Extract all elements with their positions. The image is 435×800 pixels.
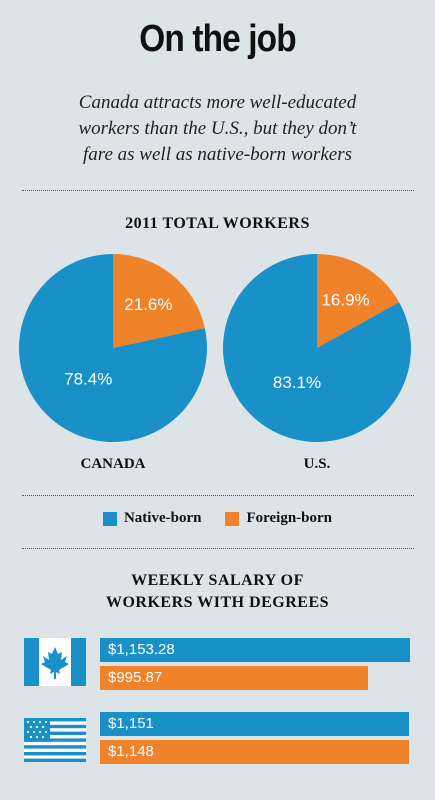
pie-country-label-us: U.S. bbox=[304, 456, 331, 472]
pie-slice-canada-native-born bbox=[18, 254, 208, 442]
pie-slice-us-foreign-born bbox=[317, 254, 400, 348]
pie-label-canada-native-born: 78.4% bbox=[64, 370, 112, 389]
legend-swatch-foreign bbox=[225, 511, 240, 526]
pie-charts: 21.6% 78.4% CANADA 16.9% 83.1% U.S. bbox=[18, 254, 411, 472]
salary-title-line: WEEKLY SALARY OF bbox=[131, 572, 304, 589]
divider bbox=[22, 495, 414, 496]
legend-label-native: Native-born bbox=[123, 510, 202, 526]
pie-country-label-canada: CANADA bbox=[81, 456, 146, 472]
legend: Native-born Foreign-born bbox=[0, 510, 435, 527]
page-subtitle: Canada attracts more well-educated worke… bbox=[20, 90, 415, 168]
pie-label-canada-foreign-born: 21.6% bbox=[124, 295, 172, 314]
divider bbox=[22, 190, 414, 191]
salary-bar-us-foreign: $1,148 bbox=[100, 740, 409, 764]
pie-label-us-native-born: 83.1% bbox=[273, 373, 321, 392]
legend-item-foreign: Foreign-born bbox=[225, 510, 332, 527]
salary-bar-canada-foreign: $995.87 bbox=[100, 666, 368, 690]
salary-title-line: WORKERS WITH DEGREES bbox=[105, 594, 330, 611]
salary-bar-canada-native: $1,153.28 bbox=[100, 638, 410, 662]
salary-section-title: WEEKLY SALARY OF WORKERS WITH DEGREES bbox=[0, 570, 435, 614]
subtitle-line: fare as well as native-born workers bbox=[83, 144, 352, 165]
subtitle-line: workers than the U.S., but they don’t bbox=[78, 118, 357, 139]
subtitle-line: Canada attracts more well-educated bbox=[78, 92, 357, 113]
legend-swatch-native bbox=[102, 511, 117, 526]
pie-section-title: 2011 TOTAL WORKERS bbox=[125, 215, 310, 232]
legend-label-foreign: Foreign-born bbox=[246, 510, 333, 526]
page-title: On the job bbox=[139, 18, 296, 60]
canada-flag-icon bbox=[24, 638, 86, 686]
pie-label-us-foreign-born: 16.9% bbox=[321, 290, 369, 309]
divider bbox=[22, 548, 414, 549]
legend-item-native: Native-born bbox=[102, 510, 202, 527]
pie-slice-us-native-born bbox=[223, 254, 411, 442]
us-flag-icon bbox=[24, 718, 86, 762]
pie-slice-canada-foreign-born bbox=[113, 254, 205, 348]
salary-bar-us-native: $1,151 bbox=[100, 712, 410, 736]
